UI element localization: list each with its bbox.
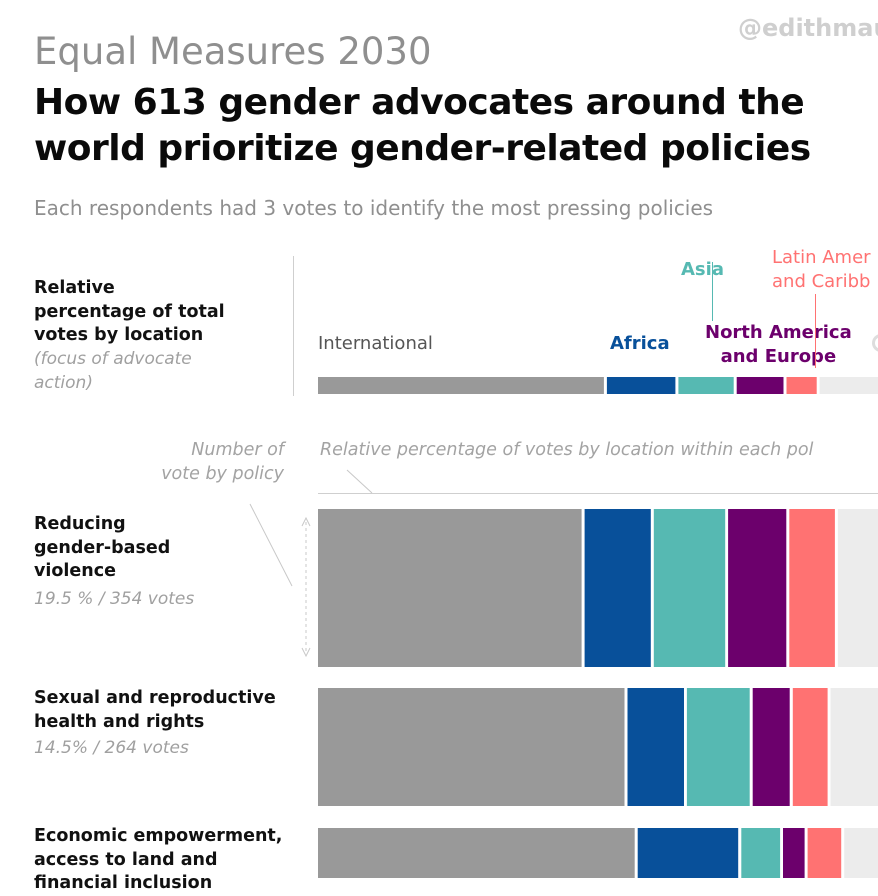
location-total-bar-segment-1 <box>607 377 676 394</box>
location-total-bar-segment-4 <box>787 377 817 394</box>
policy-bar-0-segment-1 <box>585 509 651 667</box>
policy-bar-1-segment-3 <box>753 688 790 806</box>
policy-bar-1-segment-1 <box>628 688 685 806</box>
policy-bar-1-segment-0 <box>318 688 625 806</box>
policy-bar-2-segment-5 <box>844 828 878 878</box>
policy-bar-2-segment-3 <box>783 828 805 878</box>
policy-bar-0-segment-0 <box>318 509 582 667</box>
policy-bar-0-segment-4 <box>789 509 835 667</box>
location-total-bar-segment-5 <box>820 377 878 394</box>
policy-bar-0-segment-5 <box>838 509 878 667</box>
within-note-pointer <box>347 470 372 493</box>
policy-bar-0-segment-2 <box>654 509 725 667</box>
policy-bar-0-segment-3 <box>728 509 786 667</box>
policy-bar-2-segment-1 <box>638 828 739 878</box>
policy-bar-2-segment-4 <box>808 828 842 878</box>
location-total-bar-segment-2 <box>678 377 733 394</box>
stacked-bar-chart <box>0 0 878 878</box>
policy-bar-2-segment-2 <box>741 828 780 878</box>
location-total-bar-segment-0 <box>318 377 604 394</box>
policy-bar-1-segment-4 <box>793 688 828 806</box>
policy-bar-1-segment-2 <box>687 688 750 806</box>
location-total-bar-segment-3 <box>737 377 784 394</box>
policy-bar-2-segment-0 <box>318 828 635 878</box>
policy-bar-1-segment-5 <box>831 688 878 806</box>
votes-note-pointer <box>250 504 292 586</box>
bar-group <box>318 377 878 878</box>
